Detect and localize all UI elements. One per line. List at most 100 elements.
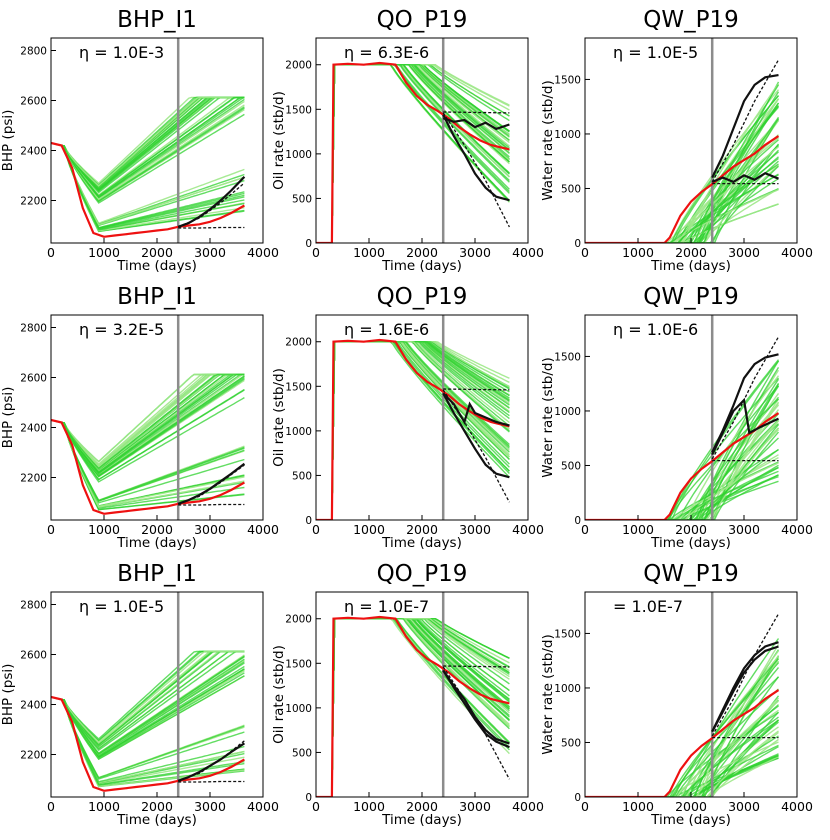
y-tick-label: 2200 [20, 196, 47, 208]
x-axis-label: Time (days) [650, 535, 731, 551]
ensemble-curve [585, 709, 779, 797]
x-axis-label: Time (days) [381, 258, 462, 274]
ensemble-curve [585, 378, 780, 520]
ensemble-curve [585, 660, 780, 797]
x-tick-label: 0 [581, 522, 589, 537]
y-tick-label: 2000 [285, 614, 312, 626]
y-tick-label: 1500 [285, 104, 312, 116]
x-tick-label: 4000 [781, 245, 813, 260]
ensemble-curve [51, 650, 245, 750]
panel-title-qo_p19: QO_P19 [377, 284, 468, 310]
series-bound-lower [442, 666, 510, 780]
ensemble-curve [585, 392, 780, 520]
x-tick-label: 4000 [512, 522, 544, 537]
x-tick-label: 0 [312, 522, 320, 537]
ensemble-curve [585, 688, 779, 797]
ensemble-curve [585, 102, 780, 243]
x-tick-label: 2000 [406, 799, 438, 814]
panel-title-bhp_i1: BHP_I1 [117, 561, 197, 587]
plot-area [585, 592, 780, 797]
ensemble-curve [585, 731, 779, 797]
ensemble-curve [585, 413, 780, 520]
x-tick-label: 1000 [622, 799, 654, 814]
series-bound-upper [711, 336, 780, 460]
ensemble-curve [585, 730, 779, 797]
y-tick-label: 2200 [20, 473, 47, 485]
y-tick-label: 500 [561, 737, 581, 749]
ensemble-curve [585, 143, 780, 243]
ensemble-curve [585, 91, 780, 243]
x-tick-label: 3000 [728, 522, 760, 537]
series-bound-upper [443, 388, 510, 391]
ensemble-curve [585, 89, 780, 243]
ensemble-curve [585, 716, 779, 797]
ensemble-curve [585, 398, 779, 520]
ensemble-curve [585, 448, 779, 520]
y-tick-label: 0 [305, 515, 312, 527]
panel-title-bhp_i1: BHP_I1 [117, 284, 197, 310]
series-mean [442, 117, 510, 131]
series-observed [51, 141, 245, 238]
plot-area [316, 38, 510, 243]
ensemble-curve [585, 119, 780, 243]
panel-title-bhp_i1: BHP_I1 [117, 7, 197, 33]
ensemble-curve [51, 113, 245, 204]
eta-annotation: η = 1.0E-5 [613, 43, 698, 62]
panel-title-qw_p19: QW_P19 [643, 561, 738, 587]
eta-annotation: η = 1.0E-7 [344, 597, 429, 616]
panel-title-qw_p19: QW_P19 [643, 284, 738, 310]
y-tick-label: 2600 [20, 650, 47, 662]
ensemble-curve [585, 726, 779, 797]
ensemble-curve [51, 419, 245, 504]
y-axis-label: BHP (psi) [0, 387, 16, 449]
y-tick-label: 0 [305, 792, 312, 804]
series-bound-upper [177, 182, 245, 228]
series-mean-2 [442, 669, 510, 749]
chart-panel-3: 0 1000 2000 3000 4000 0 500 1000 1500 Time (days)… [540, 7, 813, 274]
ensemble-curve [585, 98, 780, 243]
ensemble-curve [51, 389, 245, 481]
ensemble-curve [51, 373, 245, 463]
x-tick-label: 2000 [675, 522, 707, 537]
y-axis-label: Water rate (stb/d) [540, 357, 556, 477]
series-mean-2 [442, 392, 510, 479]
ensemble-curve [585, 401, 780, 520]
x-tick-label: 0 [47, 522, 55, 537]
eta-annotation: η = 1.0E-6 [613, 320, 698, 339]
x-tick-label: 4000 [512, 799, 544, 814]
y-axis-label: BHP (psi) [0, 110, 16, 172]
x-tick-label: 4000 [781, 799, 813, 814]
y-tick-label: 500 [292, 470, 312, 482]
x-axis-label: Time (days) [381, 812, 462, 828]
ensemble-curve [51, 373, 245, 470]
x-tick-label: 1000 [88, 245, 120, 260]
ensemble-curve [585, 474, 779, 520]
y-tick-label: 2400 [20, 700, 47, 712]
y-tick-label: 2000 [285, 60, 312, 72]
y-axis-label: Oil rate (stb/d) [271, 91, 287, 190]
x-tick-label: 0 [581, 799, 589, 814]
eta-annotation: = 1.0E-7 [613, 597, 683, 616]
series-bound-lower [178, 780, 245, 783]
series-observed [51, 695, 245, 792]
x-tick-label: 2000 [675, 245, 707, 260]
ensemble-curve [585, 203, 779, 243]
y-axis-label: Water rate (stb/d) [540, 634, 556, 754]
y-tick-label: 1000 [285, 703, 312, 715]
plot-area [51, 592, 246, 797]
ensemble-curve [585, 462, 779, 520]
ensemble-curve [51, 373, 245, 475]
ensemble-curve [585, 754, 779, 797]
ensemble-curve [585, 461, 779, 520]
series-mean [711, 74, 779, 179]
y-tick-label: 2600 [20, 373, 47, 385]
ensemble-curve [51, 96, 245, 194]
x-tick-label: 3000 [194, 522, 226, 537]
ensemble-curve [585, 655, 780, 797]
ensemble-curve [51, 100, 245, 201]
y-tick-label: 500 [561, 183, 581, 195]
ensemble-curve [585, 655, 780, 797]
ensemble-curve [585, 165, 779, 243]
series-mean-2 [711, 171, 779, 184]
